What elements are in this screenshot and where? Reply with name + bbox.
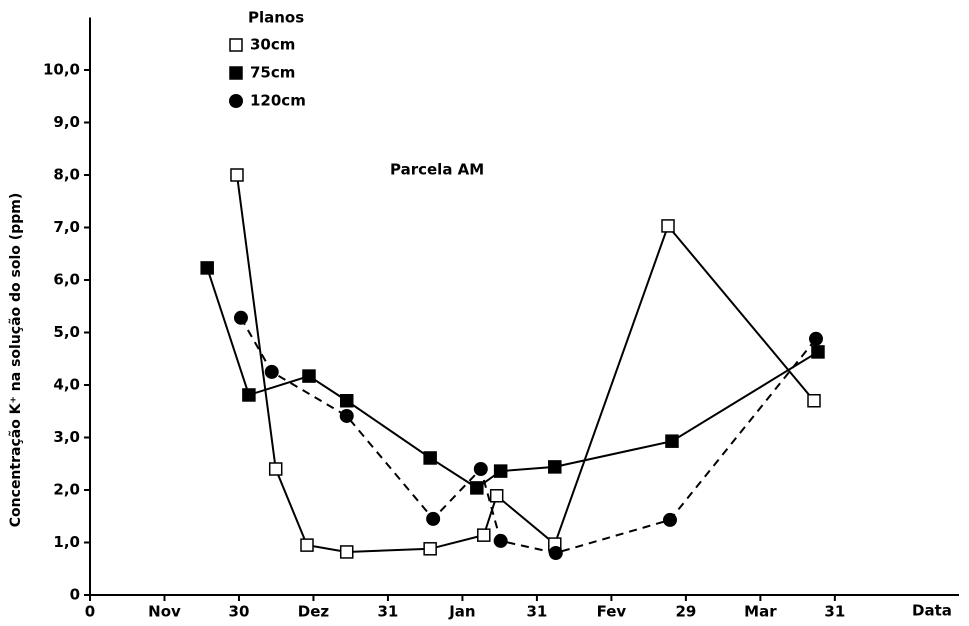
legend-marker <box>229 66 243 80</box>
point <box>473 462 488 476</box>
y-tick-label: 1,0 <box>53 533 80 551</box>
point <box>661 219 675 233</box>
x-tick-label: 31 <box>526 603 547 621</box>
point <box>489 489 504 503</box>
y-tick-label: 4,0 <box>53 376 80 394</box>
y-tick-label: 9,0 <box>53 113 80 131</box>
point <box>233 310 248 325</box>
point <box>423 542 437 556</box>
point <box>662 512 677 527</box>
point <box>548 546 563 560</box>
x-tick-label: Jan <box>448 603 475 621</box>
legend-title: Planos <box>248 9 304 27</box>
x-tick-label: Mar <box>744 603 777 621</box>
y-tick-label: 8,0 <box>53 166 80 184</box>
point <box>264 364 279 379</box>
point <box>339 545 354 559</box>
point <box>302 369 316 383</box>
point <box>300 538 314 552</box>
x-tick-label: 31 <box>378 603 399 621</box>
point <box>493 533 508 548</box>
x-tick-label: Nov <box>148 603 181 621</box>
point <box>423 451 437 465</box>
x-tick-label: 30 <box>229 603 250 621</box>
x-axis-label: Data <box>912 602 952 620</box>
y-tick-label: 7,0 <box>53 218 80 236</box>
legend-label: 30cm <box>250 36 295 54</box>
point <box>230 168 244 182</box>
x-tick-label: 31 <box>824 603 845 621</box>
annotation: Parcela AM <box>390 161 484 179</box>
y-tick-label: 2,0 <box>53 481 80 499</box>
y-tick-label: 6,0 <box>53 271 80 289</box>
x-tick-label: 29 <box>675 603 696 621</box>
y-tick-label: 10,0 <box>43 61 80 79</box>
y-tick-label: 5,0 <box>53 323 80 341</box>
point <box>493 464 508 478</box>
point <box>470 481 484 495</box>
point <box>548 460 562 474</box>
point <box>426 511 441 526</box>
legend-marker <box>229 38 243 52</box>
legend-label: 120cm <box>250 92 306 110</box>
point <box>807 394 821 408</box>
point <box>200 261 214 275</box>
x-tick-label: Fev <box>597 603 627 621</box>
series-line <box>206 267 819 490</box>
y-tick-label: 0 <box>70 586 80 604</box>
point <box>268 462 283 476</box>
point <box>339 394 354 408</box>
legend-marker <box>229 94 243 108</box>
point <box>242 388 256 402</box>
x-tick-label: 0 <box>85 603 95 621</box>
series-line <box>240 317 817 555</box>
point <box>811 345 825 359</box>
point <box>477 528 491 542</box>
y-tick-label: 3,0 <box>53 428 80 446</box>
point <box>665 434 679 448</box>
point <box>339 408 354 423</box>
legend-label: 75cm <box>250 64 295 82</box>
point <box>808 331 823 346</box>
y-axis-label: Concentração K⁺ na solução do solo (ppm) <box>8 193 24 527</box>
series-line <box>235 174 815 553</box>
x-tick-label: Dez <box>298 603 330 621</box>
